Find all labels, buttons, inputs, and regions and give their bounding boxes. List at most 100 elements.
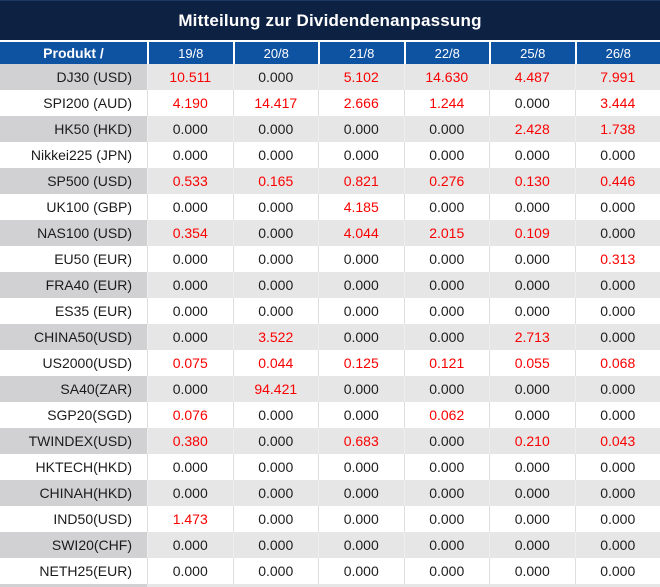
product-label: NAS100 (USD) [0, 220, 147, 246]
dividend-value: 0.000 [232, 532, 318, 558]
dividend-value: 0.210 [489, 428, 575, 454]
dividend-value: 0.000 [489, 454, 575, 480]
dividend-value: 0.109 [489, 220, 575, 246]
dividend-value: 0.000 [318, 454, 404, 480]
date-column-header: 21/8 [318, 42, 404, 64]
dividend-value: 0.000 [403, 272, 489, 298]
table-row: SA40(ZAR) 0.000 94.421 0.000 0.000 0.000 0.000 [0, 376, 660, 402]
dividend-value: 0.000 [574, 298, 660, 324]
dividend-value: 1.738 [574, 116, 660, 142]
dividend-value: 0.000 [232, 246, 319, 272]
dividend-value: 0.000 [318, 246, 404, 272]
dividend-value: 0.354 [147, 220, 233, 246]
dividend-value: 2.015 [403, 220, 489, 246]
dividend-value: 0.000 [489, 402, 575, 428]
dividend-value: 0.000 [318, 376, 404, 402]
dividend-value: 0.000 [403, 376, 489, 402]
table-row: UK100 (GBP) 0.000 0.000 4.185 0.000 0.000 0.00… [0, 194, 660, 220]
date-column-header: 25/8 [489, 42, 575, 64]
dividend-value: 0.000 [147, 558, 233, 584]
dividend-value: 0.000 [574, 454, 660, 480]
dividend-value: 0.000 [147, 116, 233, 142]
dividend-value: 7.991 [574, 64, 660, 90]
dividend-value: 0.000 [318, 272, 404, 298]
dividend-value: 0.068 [574, 350, 660, 376]
dividend-value: 0.000 [232, 402, 319, 428]
dividend-value: 2.713 [489, 324, 575, 350]
dividend-value: 0.000 [147, 454, 233, 480]
dividend-value: 0.000 [232, 454, 319, 480]
dividend-value: 2.428 [489, 116, 575, 142]
next-row-sliver [0, 584, 660, 587]
dividend-value: 0.000 [574, 220, 660, 246]
dividend-value: 0.000 [574, 480, 660, 506]
dividend-value: 0.000 [318, 324, 404, 350]
table-row: NAS100 (USD) 0.354 0.000 4.044 2.015 0.109 0.0… [0, 220, 660, 246]
dividend-value: 0.000 [489, 532, 575, 558]
dividend-value: 0.000 [574, 402, 660, 428]
table-row: SGP20(SGD) 0.076 0.000 0.000 0.062 0.000 0.000 [0, 402, 660, 428]
date-column-header: 20/8 [232, 42, 319, 64]
dividend-value: 0.000 [147, 272, 233, 298]
dividend-value: 0.000 [232, 506, 319, 532]
dividend-value: 0.000 [403, 116, 489, 142]
dividend-value: 0.062 [403, 402, 490, 428]
product-label: TWINDEX(USD) [0, 428, 147, 454]
dividend-value: 0.000 [574, 506, 660, 532]
dividend-value: 0.380 [147, 428, 233, 454]
table-row: EU50 (EUR) 0.000 0.000 0.000 0.000 0.000 0.313 [0, 246, 660, 272]
dividend-value: 0.000 [232, 194, 319, 220]
dividend-value: 0.000 [403, 246, 490, 272]
table-row: DJ30 (USD) 10.511 0.000 5.102 14.630 4.487 7.9… [0, 64, 660, 90]
dividend-value: 0.000 [489, 272, 575, 298]
dividend-value: 0.000 [489, 376, 575, 402]
dividend-value: 0.000 [318, 558, 404, 584]
dividend-value: 0.000 [403, 142, 490, 168]
dividend-value: 4.190 [147, 90, 233, 116]
dividend-value: 0.000 [147, 532, 233, 558]
next-row-label-sliver [0, 584, 147, 587]
dividend-value: 0.000 [232, 272, 318, 298]
product-label: SPI200 (AUD) [43, 95, 132, 111]
dividend-value: 0.000 [232, 220, 318, 246]
dividend-value: 0.000 [232, 64, 318, 90]
dividend-value: 0.043 [574, 428, 660, 454]
dividend-value: 0.000 [489, 298, 575, 324]
product-label: CHINAH(HKD) [0, 480, 147, 506]
table-body: DJ30 (USD) 10.511 0.000 5.102 14.630 4.487 7.9… [0, 64, 660, 584]
product-label: Nikkei225 (JPN) [30, 147, 132, 163]
dividend-value: 0.000 [574, 194, 660, 220]
product-label: IND50(USD) [53, 511, 132, 527]
dividend-value: 0.000 [318, 298, 404, 324]
dividend-value: 0.000 [489, 142, 575, 168]
dividend-value: 0.000 [574, 532, 660, 558]
table-row: CHINA50(USD) 0.000 3.522 0.000 0.000 2.713 0.0… [0, 324, 660, 350]
product-label: SWI20(CHF) [0, 532, 147, 558]
product-label: ES35 (EUR) [54, 303, 132, 319]
dividend-value: 0.000 [489, 558, 575, 584]
table-row: SP500 (USD) 0.533 0.165 0.821 0.276 0.130 0.44… [0, 168, 660, 194]
date-column-header: 22/8 [403, 42, 490, 64]
product-label: EU50 (EUR) [54, 251, 132, 267]
dividend-value: 10.511 [147, 64, 233, 90]
dividend-value: 0.130 [489, 168, 575, 194]
product-label: SA40(ZAR) [0, 376, 147, 402]
dividend-value: 0.000 [318, 142, 404, 168]
dividend-value: 0.000 [403, 532, 489, 558]
dividend-value: 0.000 [403, 194, 490, 220]
dividend-value: 0.075 [147, 350, 233, 376]
table-row: CHINAH(HKD) 0.000 0.000 0.000 0.000 0.000 0.00… [0, 480, 660, 506]
table-row: IND50(USD) 1.473 0.000 0.000 0.000 0.000 0.000 [0, 506, 660, 532]
dividend-value: 0.000 [489, 480, 575, 506]
dividend-value: 0.000 [318, 532, 404, 558]
dividend-value: 0.000 [574, 558, 660, 584]
dividend-value: 0.000 [232, 428, 318, 454]
title-bar: Mitteilung zur Dividendenanpassung [0, 0, 660, 40]
dividend-value: 0.000 [489, 90, 575, 116]
dividend-value: 0.000 [232, 116, 318, 142]
dividend-value: 4.487 [489, 64, 575, 90]
product-label: HKTECH(HKD) [35, 459, 132, 475]
product-label: CHINA50(USD) [0, 324, 147, 350]
dividend-value: 14.417 [232, 90, 319, 116]
